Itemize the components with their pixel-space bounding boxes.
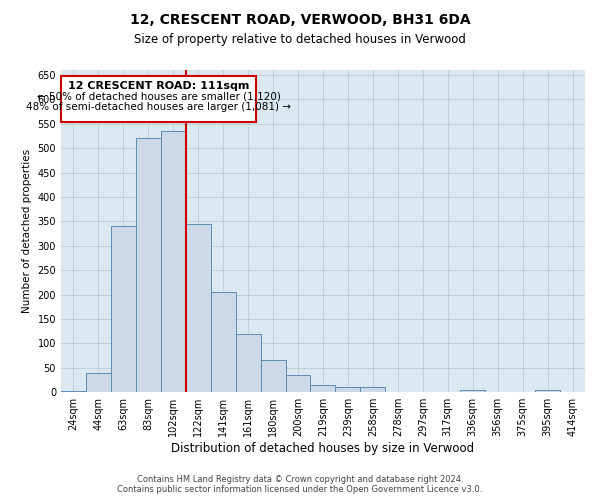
FancyBboxPatch shape [61,76,256,122]
Bar [136,138,161,392]
Bar [161,131,186,392]
Bar [111,226,136,392]
Text: 12, CRESCENT ROAD, VERWOOD, BH31 6DA: 12, CRESCENT ROAD, VERWOOD, BH31 6DA [130,12,470,26]
X-axis label: Distribution of detached houses by size in Verwood: Distribution of detached houses by size … [172,442,475,455]
Bar [535,390,560,392]
Bar [286,375,310,392]
Bar [186,224,211,392]
Text: 48% of semi-detached houses are larger (1,081) →: 48% of semi-detached houses are larger (… [26,102,291,112]
Bar [335,388,361,392]
Y-axis label: Number of detached properties: Number of detached properties [22,149,32,313]
Text: 12 CRESCENT ROAD: 111sqm: 12 CRESCENT ROAD: 111sqm [68,80,249,90]
Bar [310,385,335,392]
Text: Size of property relative to detached houses in Verwood: Size of property relative to detached ho… [134,32,466,46]
Bar [86,372,111,392]
Text: ← 50% of detached houses are smaller (1,120): ← 50% of detached houses are smaller (1,… [37,92,280,102]
Bar [211,292,236,392]
Bar [61,390,86,392]
Bar [460,390,485,392]
Text: Contains HM Land Registry data © Crown copyright and database right 2024.
Contai: Contains HM Land Registry data © Crown c… [118,474,482,494]
Bar [236,334,260,392]
Bar [361,388,385,392]
Bar [260,360,286,392]
